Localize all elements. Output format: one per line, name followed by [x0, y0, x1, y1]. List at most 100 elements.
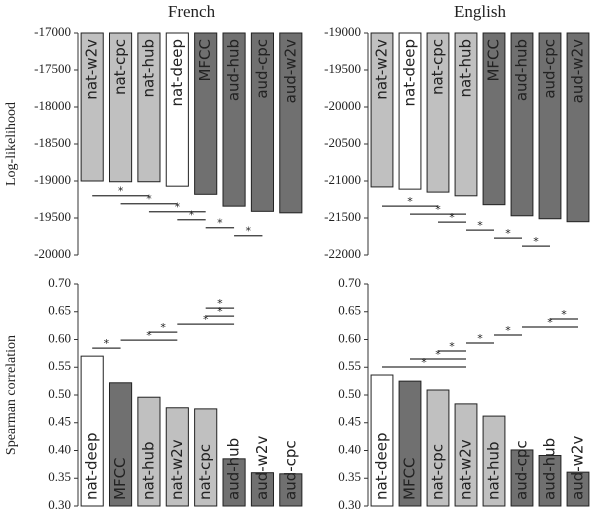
- significance-star: *: [217, 305, 223, 318]
- y-tick-label: 0.60: [48, 330, 71, 345]
- y-tick-label: 0.65: [48, 303, 71, 318]
- bar: [137, 32, 161, 183]
- bar-label: nat-w2v: [83, 39, 101, 100]
- bar-label: nat-deep: [83, 433, 101, 501]
- bar: [194, 32, 218, 195]
- y-tick-label: 0.70: [338, 275, 361, 290]
- bar-label: aud-cpc: [281, 440, 299, 500]
- bar: [482, 415, 506, 507]
- bar-label: aud-w2v: [569, 39, 587, 103]
- significance-star: *: [477, 219, 483, 232]
- y-axis-label: Log-likelihood: [4, 102, 19, 186]
- bar: [510, 449, 534, 507]
- y-tick-label: -19000: [34, 172, 71, 187]
- bar-label: nat-deep: [401, 39, 419, 107]
- bar-label: aud-hub: [225, 39, 243, 101]
- bar-label: MFCC: [485, 39, 503, 82]
- y-tick-label: 0.40: [338, 441, 361, 456]
- bar: [426, 32, 450, 193]
- bar-label: nat-hub: [139, 441, 157, 500]
- bar-label: nat-cpc: [429, 444, 447, 500]
- significance-star: *: [449, 340, 455, 353]
- significance-star: *: [505, 227, 511, 240]
- significance-star: *: [175, 201, 181, 214]
- y-tick-label: -17500: [34, 61, 71, 76]
- bar: [80, 32, 104, 182]
- y-tick-label: 0.45: [48, 414, 71, 429]
- significance-star: *: [160, 321, 166, 334]
- y-tick-label: 0.30: [338, 497, 361, 512]
- bar: [108, 382, 133, 507]
- y-tick-label: -19500: [324, 61, 361, 76]
- y-tick-label: 0.55: [48, 358, 71, 373]
- significance-star: *: [407, 195, 413, 208]
- bar: [538, 32, 562, 220]
- y-tick-label: 0.65: [338, 303, 361, 318]
- significance-star: *: [547, 316, 553, 329]
- bar: [108, 32, 133, 183]
- bar: [426, 389, 450, 507]
- y-tick-label: -20000: [324, 98, 361, 113]
- bar: [165, 407, 189, 507]
- y-tick-label: 0.35: [338, 469, 361, 484]
- y-tick-label: 0.70: [48, 275, 71, 290]
- bar: [454, 32, 478, 197]
- bar-label: nat-hub: [485, 441, 503, 500]
- significance-star: *: [561, 308, 567, 321]
- y-tick-label: -20500: [324, 135, 361, 150]
- y-axis-label: Spearman correlation: [4, 335, 19, 455]
- y-tick-label: -21500: [324, 209, 361, 224]
- significance-star: *: [477, 332, 483, 345]
- y-tick-label: -19000: [324, 24, 361, 39]
- significance-star: *: [118, 185, 124, 198]
- significance-star: *: [435, 203, 441, 216]
- bar-label: aud-cpc: [541, 39, 559, 99]
- bar: [222, 458, 246, 507]
- bar: [137, 396, 161, 507]
- bar: [566, 32, 590, 223]
- bar-label: nat-hub: [139, 39, 157, 98]
- y-tick-label: -19500: [34, 209, 71, 224]
- bar: [279, 473, 303, 507]
- significance-star: *: [104, 337, 110, 350]
- bar: [566, 471, 590, 507]
- y-tick-label: 0.60: [338, 330, 361, 345]
- bar-label: nat-deep: [373, 433, 391, 501]
- bar-label: nat-cpc: [111, 39, 129, 95]
- significance-star: *: [421, 356, 427, 369]
- y-tick-label: -18000: [34, 98, 71, 113]
- bar: [194, 408, 218, 507]
- bar: [398, 32, 422, 190]
- y-tick-label: 0.30: [48, 497, 71, 512]
- bar-label: MFCC: [196, 39, 214, 82]
- bar: [80, 355, 104, 507]
- bar: [165, 32, 189, 187]
- y-tick-label: 0.50: [338, 386, 361, 401]
- bar: [398, 380, 422, 507]
- y-tick-label: -21000: [324, 172, 361, 187]
- bar-label: aud-hub: [225, 438, 243, 500]
- bar-label: nat-cpc: [429, 39, 447, 95]
- bar-label: nat-w2v: [373, 39, 391, 100]
- bar: [370, 374, 394, 507]
- y-tick-label: -17000: [34, 24, 71, 39]
- panel-title: French: [168, 2, 216, 21]
- significance-star: *: [146, 329, 152, 342]
- bar: [482, 32, 506, 206]
- y-tick-label: 0.55: [338, 358, 361, 373]
- significance-star: *: [533, 235, 539, 248]
- bar-label: aud-cpc: [253, 39, 271, 99]
- bar-label: aud-hub: [541, 438, 559, 500]
- significance-star: *: [505, 324, 511, 337]
- significance-star: *: [203, 313, 209, 326]
- bar: [222, 32, 246, 207]
- bar-label: MFCC: [401, 457, 419, 500]
- bar-label: nat-w2v: [457, 439, 475, 500]
- bar: [510, 32, 534, 217]
- bar-label: nat-hub: [457, 39, 475, 98]
- panel-title: English: [454, 2, 506, 21]
- bar-label: aud-w2v: [569, 436, 587, 500]
- bar: [538, 454, 562, 507]
- bar: [454, 403, 478, 507]
